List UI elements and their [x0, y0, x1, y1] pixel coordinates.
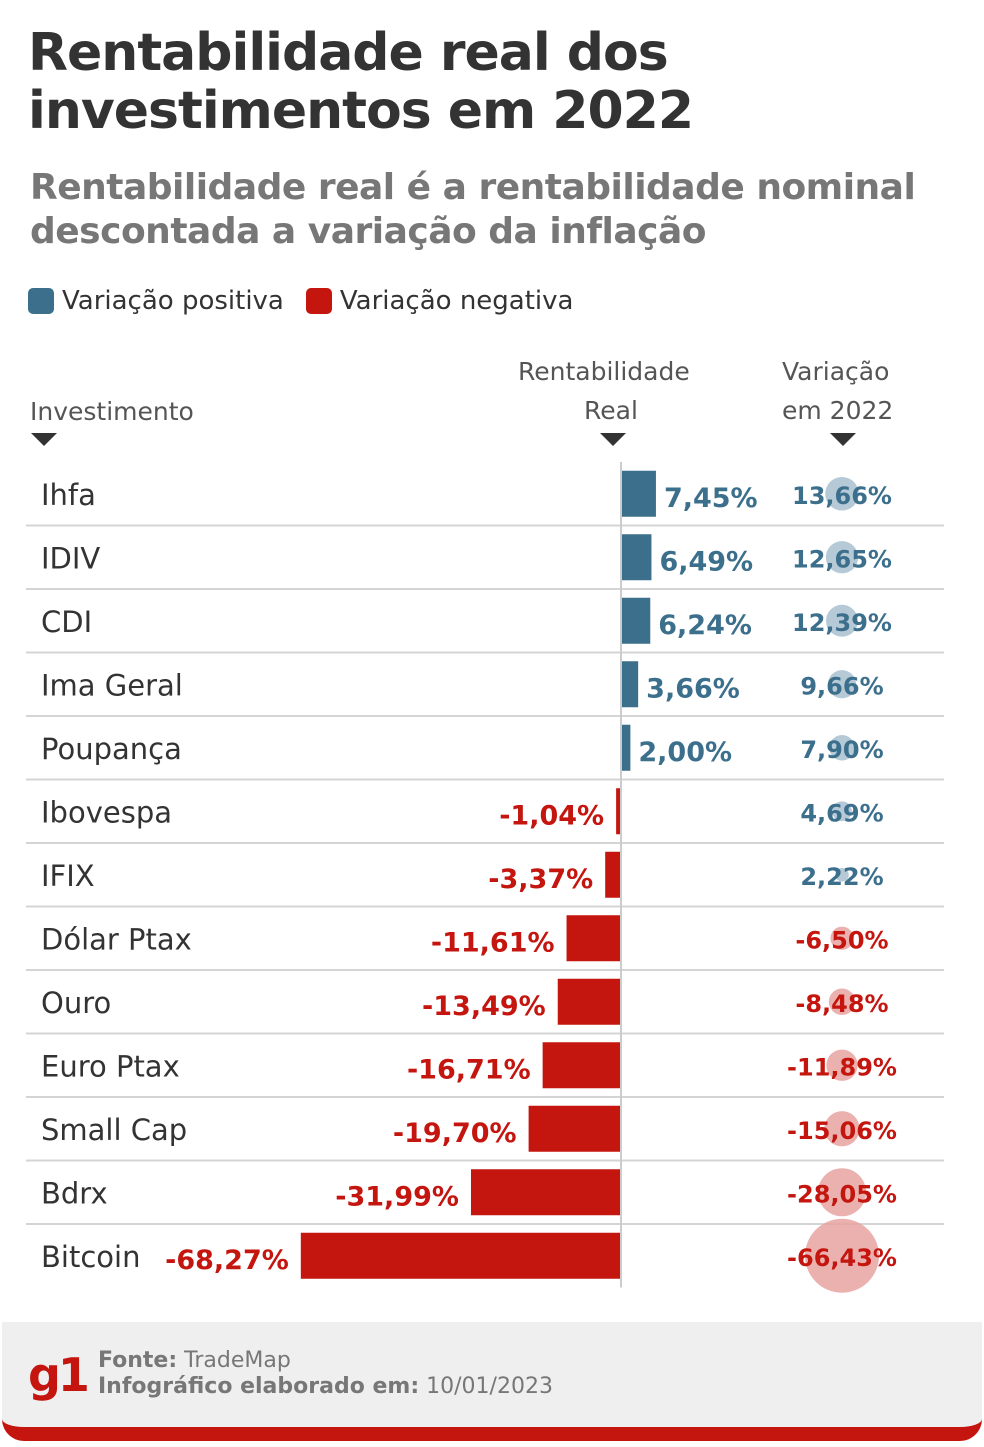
variation-bubble: [835, 867, 849, 882]
bar-value-label: -16,71%: [407, 1054, 531, 1085]
header-investment: Investimento: [30, 397, 194, 426]
variation-bubble: [828, 988, 856, 1015]
bar-value-label: -19,70%: [393, 1118, 517, 1149]
variation-value-label: -8,48%: [795, 990, 888, 1018]
variation-bubble: [832, 801, 852, 822]
bar: [621, 724, 631, 771]
variation-bubble: [825, 476, 859, 511]
category-label: IFIX: [41, 859, 95, 893]
variation-bubble: [825, 541, 859, 574]
variation-bubble: [824, 1111, 860, 1147]
category-label: IDIV: [41, 541, 100, 575]
bar-value-label: 2,00%: [638, 737, 732, 768]
bar-value-label: 6,49%: [659, 546, 753, 577]
legend-swatch-negative: [305, 288, 332, 314]
variation-value-label: 4,69%: [800, 799, 883, 827]
bar: [605, 851, 621, 898]
bar-value-label: 7,45%: [664, 483, 758, 514]
bar-value-label: -31,99%: [335, 1181, 459, 1212]
category-label: Ima Geral: [41, 668, 183, 702]
source-label: Fonte:: [98, 1348, 178, 1373]
category-label: Ibovespa: [41, 795, 172, 829]
bar-value-label: -11,61%: [431, 927, 555, 958]
variation-value-label: 2,22%: [800, 863, 883, 891]
chart-subtitle: Rentabilidade real é a rentabilidade nom…: [30, 167, 916, 252]
category-label: Bdrx: [41, 1176, 108, 1210]
sort-arrow-icon: [31, 433, 57, 446]
legend-positive-label: Variação positiva: [62, 286, 284, 316]
footer: g1 Fonte: TradeMap Infográfico elaborado…: [2, 1322, 982, 1441]
source-value: TradeMap: [184, 1348, 291, 1373]
bar: [470, 1169, 621, 1216]
source-block: Fonte: TradeMap Infográfico elaborado em…: [98, 1348, 553, 1400]
bar: [300, 1232, 621, 1279]
bar: [542, 1042, 621, 1089]
bar: [621, 597, 651, 644]
legend-negative: Variação negativa: [305, 286, 574, 316]
legend: Variação positiva Variação negativa: [28, 286, 595, 316]
category-label: Ihfa: [41, 478, 96, 512]
bar: [566, 915, 621, 962]
variation-value-label: 12,39%: [792, 609, 892, 637]
variation-bubble: [817, 1168, 867, 1217]
date-value: 10/01/2023: [426, 1374, 553, 1399]
variation-bubble: [830, 926, 854, 950]
category-label: Small Cap: [41, 1113, 187, 1147]
bar-value-label: -68,27%: [165, 1245, 289, 1276]
category-label: Dólar Ptax: [41, 922, 192, 956]
legend-negative-label: Variação negativa: [339, 286, 574, 316]
category-label: Ouro: [41, 986, 111, 1020]
header-real-2: Real: [584, 396, 638, 425]
category-label: CDI: [41, 605, 92, 639]
category-label: Poupança: [41, 732, 182, 766]
bar: [621, 470, 656, 517]
date-label: Infográfico elaborado em:: [98, 1374, 420, 1399]
bar: [621, 661, 639, 708]
sort-arrow-icon: [600, 433, 626, 446]
variation-value-label: 13,66%: [792, 482, 892, 510]
chart-title: Rentabilidade real dos investimentos em …: [28, 23, 694, 141]
bar: [557, 978, 621, 1025]
variation-bubble: [827, 670, 857, 699]
variation-value-label: -6,50%: [795, 926, 888, 954]
variation-value-label: -11,89%: [787, 1053, 897, 1081]
legend-positive: Variação positiva: [28, 286, 284, 316]
variation-value-label: 9,66%: [800, 672, 883, 700]
bar-chart: Ihfa 7,45% 13,66% IDIV 6,49% 12,65% CDI 6,24% 12…: [26, 462, 944, 1293]
variation-value-label: -15,06%: [787, 1117, 897, 1145]
variation-value-label: -28,05%: [787, 1180, 897, 1208]
bar: [616, 788, 621, 835]
g1-logo: g1: [28, 1348, 90, 1402]
header-var-1: Variação: [782, 357, 890, 386]
category-label: Bitcoin: [41, 1240, 140, 1274]
variation-bubble: [826, 1049, 858, 1081]
bar-value-label: -1,04%: [499, 800, 604, 831]
bar-value-label: 3,66%: [646, 673, 740, 704]
variation-value-label: 7,90%: [800, 736, 883, 764]
variation-value-label: -66,43%: [787, 1244, 897, 1272]
variation-value-label: 12,65%: [792, 545, 892, 573]
bar: [621, 534, 652, 581]
legend-swatch-positive: [28, 288, 54, 314]
bar-value-label: 6,24%: [658, 610, 752, 641]
sort-arrow-icon: [830, 433, 856, 446]
variation-bubble: [829, 734, 855, 761]
bar-value-label: -3,37%: [488, 864, 593, 895]
variation-bubble: [826, 604, 858, 637]
header-var-2: em 2022: [782, 396, 894, 425]
category-label: Euro Ptax: [41, 1049, 180, 1083]
bar: [528, 1105, 621, 1152]
variation-bubble: [804, 1218, 880, 1293]
header-real-1: Rentabilidade: [518, 357, 690, 386]
bar-value-label: -13,49%: [422, 991, 546, 1022]
